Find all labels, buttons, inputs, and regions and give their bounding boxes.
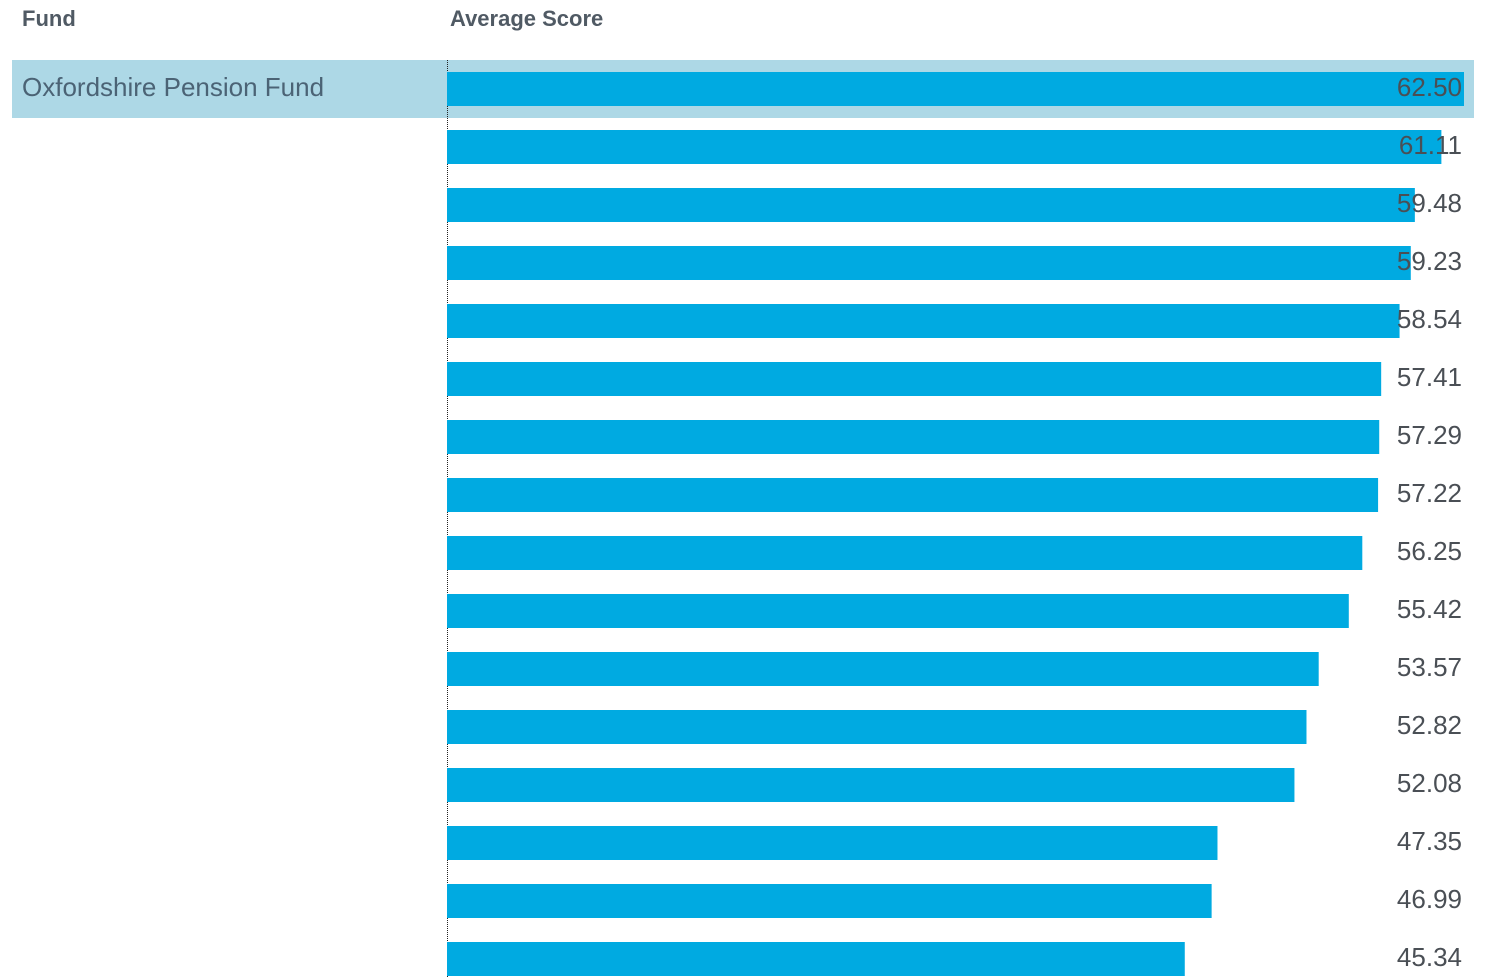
bar xyxy=(447,246,1411,280)
bar xyxy=(447,478,1379,512)
value-label: 57.41 xyxy=(1397,362,1462,392)
value-label: 58.54 xyxy=(1397,304,1462,334)
value-label: 47.35 xyxy=(1397,826,1462,856)
bar xyxy=(447,942,1185,976)
value-label: 55.42 xyxy=(1397,594,1462,624)
bar xyxy=(447,130,1442,164)
value-label: 53.57 xyxy=(1397,652,1462,682)
bar xyxy=(447,420,1380,454)
bar xyxy=(447,188,1415,222)
value-label: 56.25 xyxy=(1397,536,1462,566)
bar xyxy=(447,652,1319,686)
value-label: 57.22 xyxy=(1397,478,1462,508)
bar xyxy=(447,884,1212,918)
category-label: Oxfordshire Pension Fund xyxy=(22,72,324,102)
bar xyxy=(447,594,1349,628)
value-label: 52.82 xyxy=(1397,710,1462,740)
value-label: 52.08 xyxy=(1397,768,1462,798)
column-header: Average Score xyxy=(450,6,603,31)
bar xyxy=(447,72,1464,106)
value-label: 59.23 xyxy=(1397,246,1462,276)
value-label: 59.48 xyxy=(1397,188,1462,218)
value-label: 46.99 xyxy=(1397,884,1462,914)
bar xyxy=(447,768,1295,802)
bar xyxy=(447,710,1307,744)
value-label: 61.11 xyxy=(1399,130,1462,160)
bar xyxy=(447,362,1382,396)
value-label: 57.29 xyxy=(1397,420,1462,450)
bar xyxy=(447,536,1363,570)
bar xyxy=(447,304,1400,338)
bar xyxy=(447,826,1218,860)
value-label: 45.34 xyxy=(1397,942,1462,972)
column-header: Fund xyxy=(22,6,76,31)
value-label: 62.50 xyxy=(1397,72,1462,102)
